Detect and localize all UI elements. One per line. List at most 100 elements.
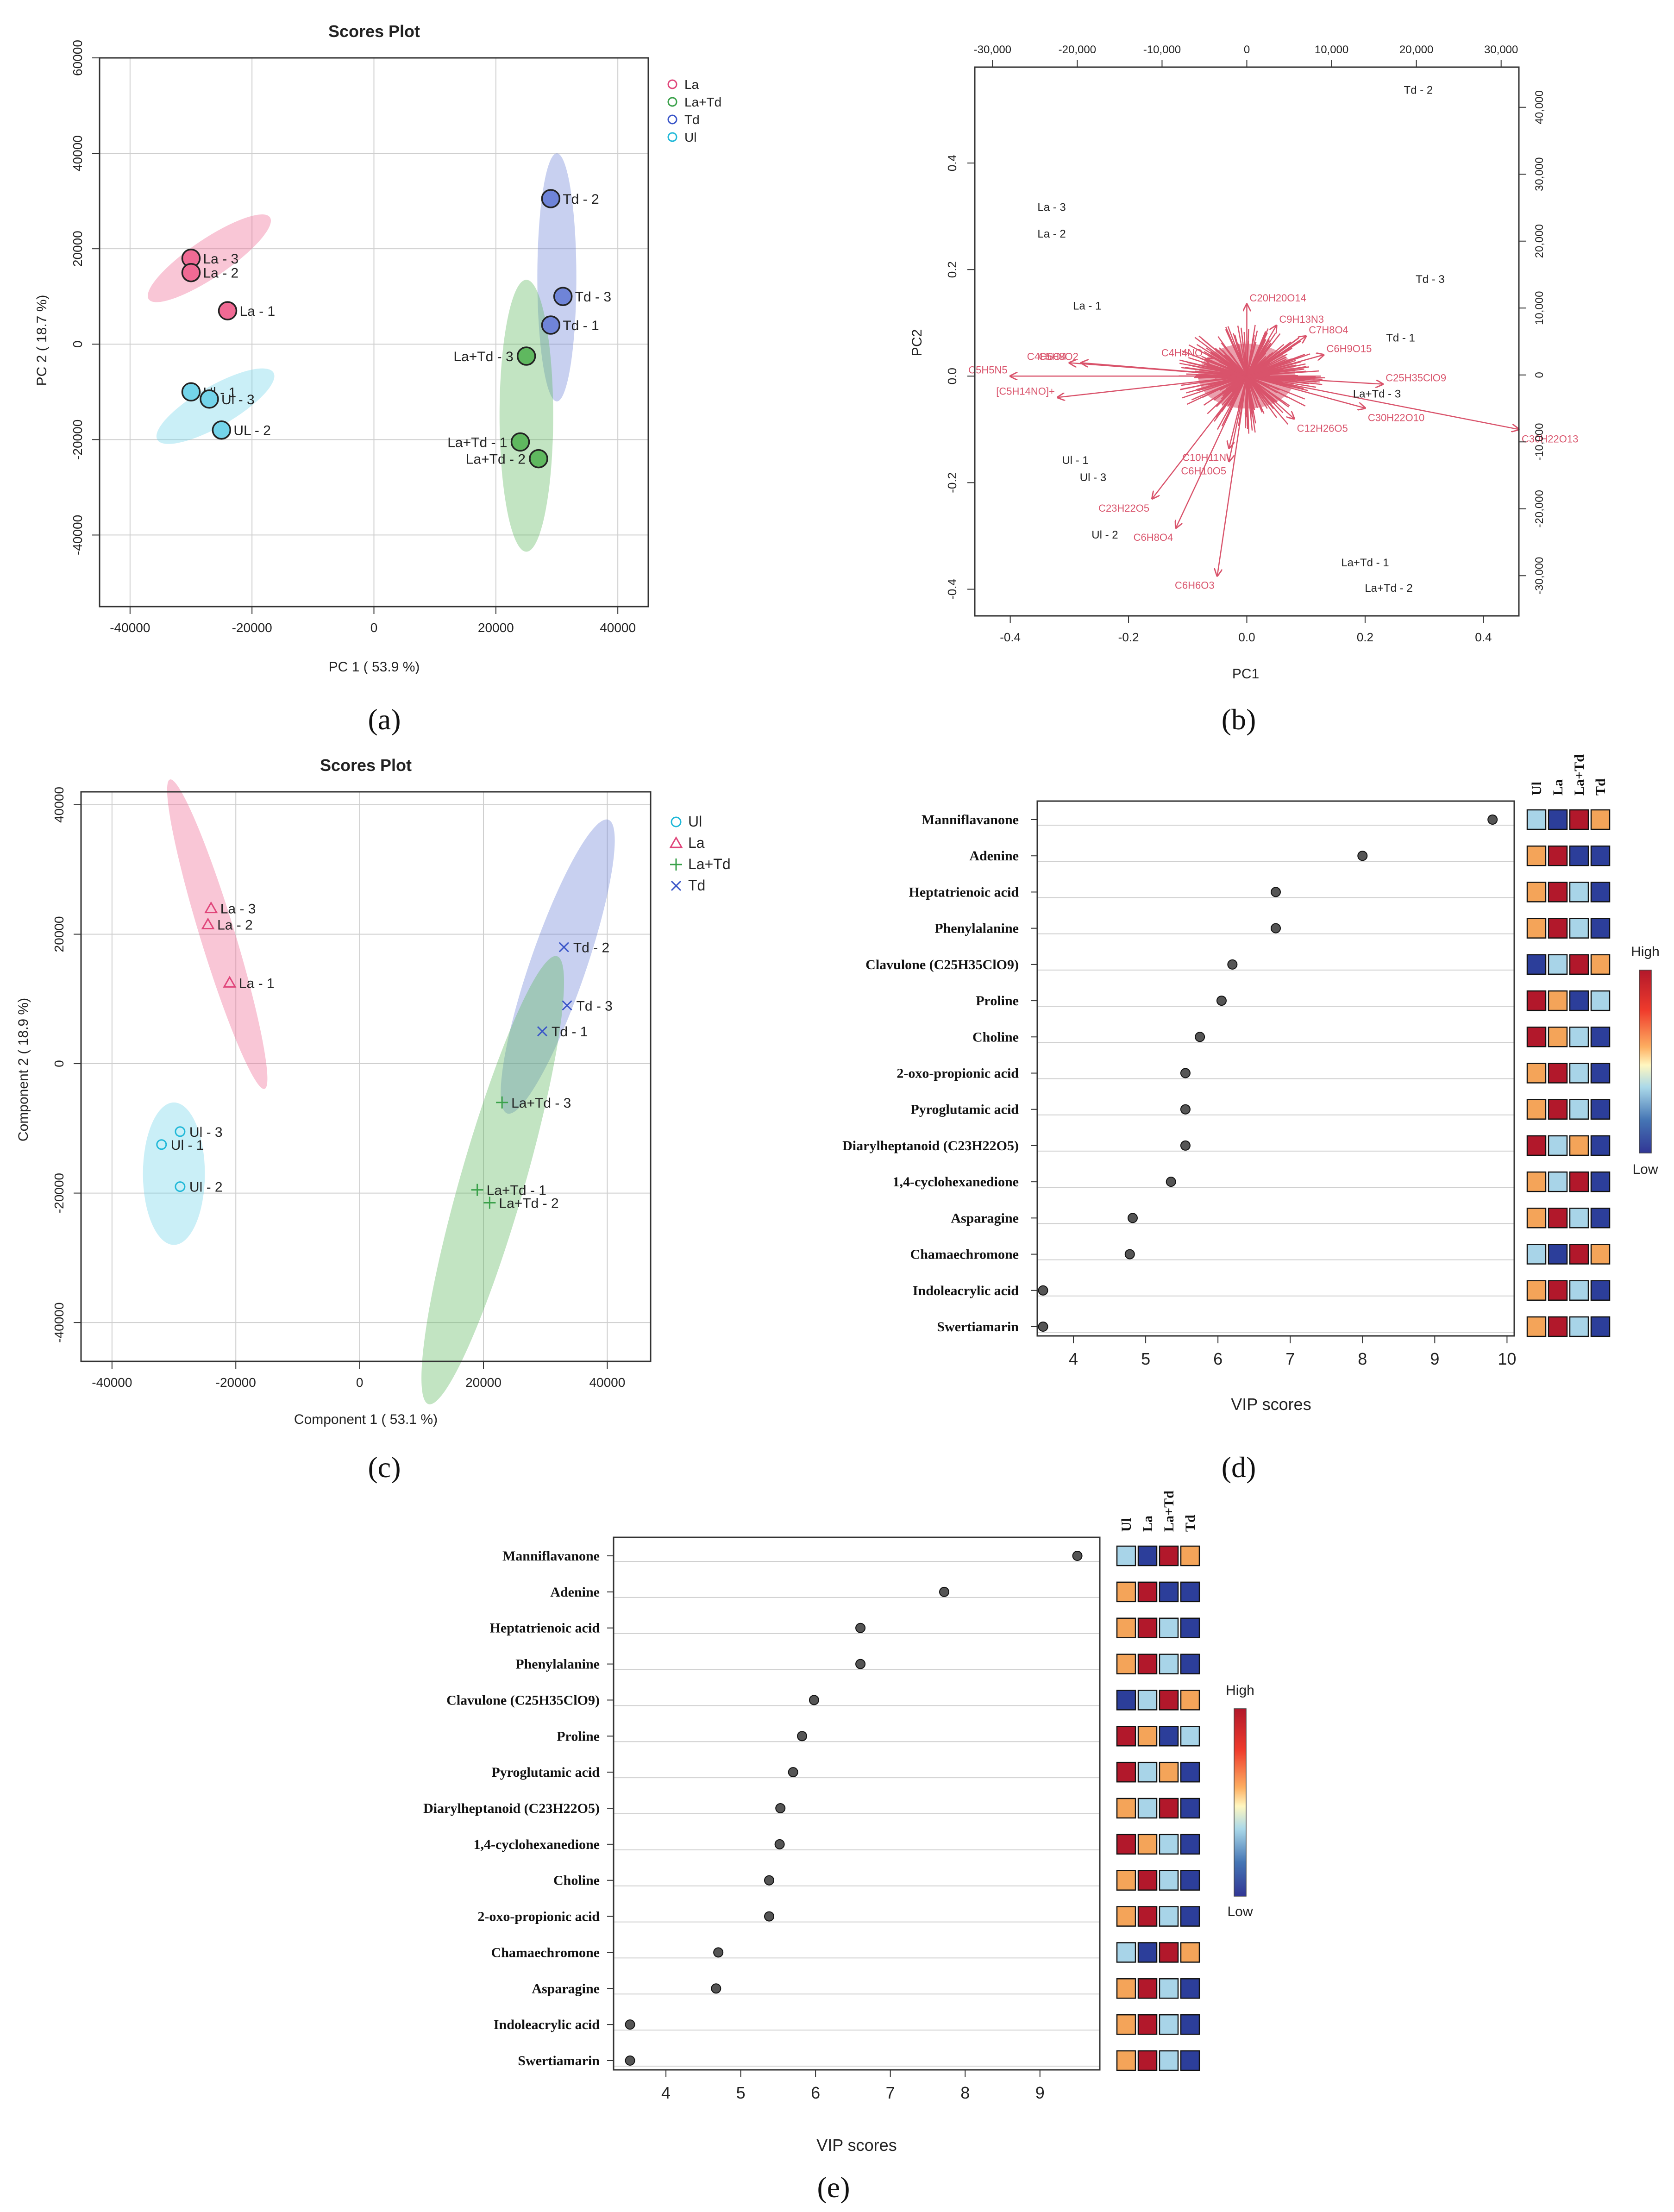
A-ytick-label-2: 0 <box>70 340 85 348</box>
D-heat-cell-3-3 <box>1590 918 1611 939</box>
B-loading-arrow-14 <box>1246 376 1294 419</box>
E-heat-cell-9-0 <box>1116 1870 1136 1891</box>
D-vip-dot-9 <box>1180 1140 1191 1151</box>
E-heat-cell-4-2 <box>1159 1690 1179 1711</box>
B-loading-label-14: C12H26O5 <box>1297 422 1348 434</box>
E-heat-cell-5-2 <box>1159 1726 1179 1747</box>
B-ytick-label-1: -0.2 <box>945 472 959 493</box>
E-vip-dot-9 <box>764 1875 774 1886</box>
panel-e-xlabel: VIP scores <box>816 2136 897 2155</box>
D-heat-cell-0-1 <box>1548 809 1568 830</box>
panel-a-plot-frame <box>99 57 649 608</box>
D-vip-dot-4 <box>1227 959 1238 970</box>
D-heat-cell-11-1 <box>1548 1208 1568 1228</box>
A-ytick-label-5: 60000 <box>70 40 85 76</box>
B-sample-2: La - 2 <box>1037 228 1066 240</box>
E-heat-cell-2-3 <box>1180 1617 1200 1638</box>
C-point-la-td-2 <box>483 1197 496 1209</box>
panel-e-vip-plot: VIP scores 4 5 6 7 8 9 Manniflavanone Adenine He… <box>423 1491 1254 2155</box>
E-heat-cell-7-3 <box>1180 1798 1200 1819</box>
panel-label-a: (a) <box>368 703 401 736</box>
A-point-td-1-label: Td - 1 <box>563 318 599 333</box>
D-heat-cell-0-0 <box>1526 809 1547 830</box>
D-heat-cell-13-2 <box>1569 1280 1589 1301</box>
E-vip-dot-12 <box>711 1983 721 1994</box>
D-vip-dot-5 <box>1216 996 1227 1006</box>
D-heat-cell-2-0 <box>1526 882 1547 902</box>
D-heat-cell-8-0 <box>1526 1099 1547 1120</box>
B-top-tick-label-5: 20,000 <box>1399 44 1433 56</box>
D-heat-cell-5-1 <box>1548 990 1568 1011</box>
B-loading-arrow-15 <box>1246 326 1277 376</box>
E-xtick-label-2: 6 <box>811 2083 820 2102</box>
E-vip-dot-10 <box>764 1911 774 1922</box>
C-point-ul-2-label: Ul - 2 <box>189 1180 223 1195</box>
E-feature-label-8: 1,4-cyclohexanedione <box>474 1837 600 1852</box>
panel-label-e: (e) <box>817 2171 850 2204</box>
E-feature-label-1: Adenine <box>550 1585 600 1600</box>
E-heat-cell-4-3 <box>1180 1690 1200 1711</box>
panel-b-loading-arrows <box>1010 304 1519 576</box>
E-heat-cell-14-1 <box>1137 2050 1158 2071</box>
D-xtick-label-6: 10 <box>1498 1349 1516 1368</box>
panel-a-ylabel: PC 2 ( 18.7 %) <box>34 295 50 386</box>
B-top-tick-label-1: -20,000 <box>1059 44 1096 56</box>
panel-d-xlabel: VIP scores <box>1231 1395 1311 1414</box>
E-feature-label-2: Heptatrienoic acid <box>490 1621 600 1636</box>
D-heat-cell-1-1 <box>1548 845 1568 866</box>
D-xtick-label-3: 7 <box>1285 1349 1295 1368</box>
A-point-la-td-3-label: La+Td - 3 <box>453 349 513 364</box>
panel-a-title: Scores Plot <box>328 22 420 41</box>
D-heat-cell-10-1 <box>1548 1171 1568 1192</box>
D-heat-cell-14-0 <box>1526 1316 1547 1337</box>
A-point-ul-2 <box>212 420 232 440</box>
C-point-la-1-label: La - 1 <box>239 976 275 991</box>
B-loading-arrow-16 <box>1246 336 1306 377</box>
D-vip-dot-6 <box>1195 1032 1205 1042</box>
A-point-ul-3-label: Ul - 3 <box>221 392 255 407</box>
E-heat-cell-11-2 <box>1159 1942 1179 1963</box>
panel-e-colorbar-scale <box>1234 1708 1247 1897</box>
C-ytick-label-3: 20000 <box>52 916 66 952</box>
D-heat-cell-4-2 <box>1569 954 1589 975</box>
panel-c-grid <box>81 792 651 1361</box>
B-loading-arrow-13 <box>1217 376 1248 576</box>
E-heat-cell-1-0 <box>1116 1581 1136 1603</box>
B-xtick-label-0: -0.4 <box>1000 630 1021 644</box>
D-heat-cell-0-2 <box>1569 809 1589 830</box>
E-vip-dot-3 <box>855 1659 866 1669</box>
B-loading-label-11: C23H22O5 <box>1098 502 1149 514</box>
C-point-la-td-2-label: La+Td - 2 <box>499 1196 558 1211</box>
D-heat-cell-0-3 <box>1590 809 1611 830</box>
C-point-la-3 <box>204 901 218 914</box>
B-loading-label-5: C5H8O2 <box>1039 351 1078 363</box>
E-heat-cell-5-0 <box>1116 1726 1136 1747</box>
A-point-td-2 <box>541 189 561 208</box>
A-ytick-label-1: -20000 <box>70 420 85 460</box>
panel-c-ylabel: Component 2 ( 18.9 %) <box>16 998 31 1141</box>
C-ellipse-Ul <box>143 1102 205 1245</box>
panel-c-scores-plot: Scores Plot Component 1 ( 53.1 %) Compon… <box>16 756 731 1427</box>
B-right-tick-label-6: 30,000 <box>1533 157 1546 191</box>
E-xtick-label-0: 4 <box>661 2083 671 2102</box>
C-legend-label-Ul: Ul <box>688 813 702 830</box>
A-xtick-label-1: -20000 <box>232 620 272 635</box>
B-sample-11: La+Td - 2 <box>1365 582 1412 595</box>
B-top-tick-label-3: 0 <box>1244 44 1250 56</box>
D-heat-cell-5-2 <box>1569 990 1589 1011</box>
A-xtick-label-4: 40000 <box>600 620 636 635</box>
C-point-ul-1-label: Ul - 1 <box>171 1138 204 1153</box>
C-point-la-td-3-label: La+Td - 3 <box>511 1096 571 1111</box>
D-heat-cell-9-2 <box>1569 1135 1589 1156</box>
C-legend-label-La: La <box>688 834 705 851</box>
D-heat-cell-7-0 <box>1526 1063 1547 1084</box>
D-heat-cell-10-3 <box>1590 1171 1611 1192</box>
panel-a-xlabel: PC 1 ( 53.9 %) <box>329 659 420 675</box>
D-feature-label-9: Diarylheptanoid (C23H22O5) <box>842 1138 1019 1153</box>
D-vip-dot-1 <box>1357 851 1368 861</box>
B-sample-0: Td - 2 <box>1404 84 1433 97</box>
A-ytick-label-3: 20000 <box>70 231 85 267</box>
E-vip-dot-14 <box>625 2055 635 2066</box>
B-loading-arrow-12 <box>1176 376 1248 528</box>
D-heat-cell-11-3 <box>1590 1208 1611 1228</box>
